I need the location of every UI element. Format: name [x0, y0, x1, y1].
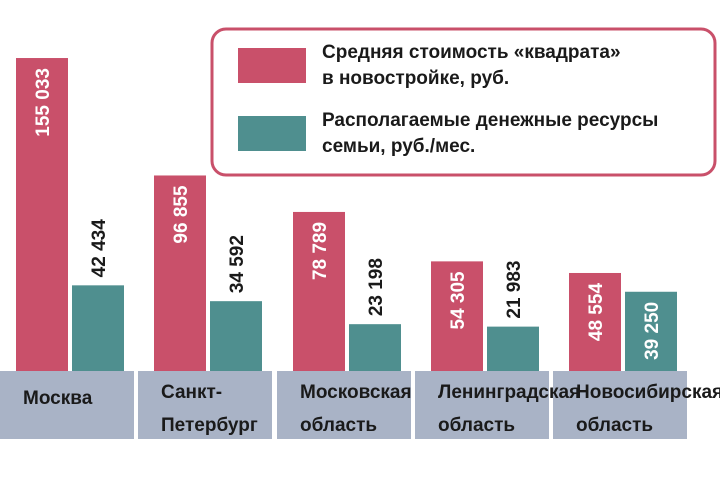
value-label-price: 96 855	[171, 185, 192, 244]
category-label-line: область	[576, 415, 653, 436]
category-label: Ленинградская область	[438, 382, 580, 436]
category-label: Москва	[23, 388, 93, 409]
value-label-price: 155 033	[33, 68, 54, 137]
legend-label-income-line2: семьи, руб./мес.	[322, 136, 475, 157]
category-band	[553, 371, 687, 439]
legend-label-price-line1: Средняя стоимость «квадрата»	[322, 42, 621, 63]
value-label-price: 48 554	[586, 283, 607, 342]
category-band	[138, 371, 272, 439]
value-label-income: 34 592	[227, 235, 248, 293]
legend-label-price-line2: в новостройке, руб.	[322, 68, 509, 89]
bars	[16, 58, 677, 371]
category-label-line: область	[438, 415, 515, 436]
category-label-line: Санкт-	[161, 382, 222, 403]
category-label-line: Новосибирская	[576, 382, 720, 403]
value-label-price: 54 305	[448, 271, 469, 330]
category-label-line: Московская	[300, 382, 412, 403]
bar-price	[154, 175, 206, 371]
value-label-price: 78 789	[310, 222, 331, 280]
bar-price	[431, 261, 483, 371]
category-label-line: Москва	[23, 388, 93, 409]
value-label-income: 23 198	[366, 258, 387, 316]
category-band	[415, 371, 549, 439]
legend-swatch-price	[238, 48, 306, 83]
bar-income	[72, 285, 124, 371]
bar-price	[16, 58, 68, 371]
legend-label-income-line1: Располагаемые денежные ресурсы	[322, 110, 658, 131]
bar-income	[487, 326, 539, 371]
legend: Средняя стоимость «квадрата» в новострой…	[210, 27, 717, 177]
value-label-income: 21 983	[504, 260, 525, 318]
category-band	[277, 371, 411, 439]
bar-income	[349, 324, 401, 371]
value-label-income: 42 434	[89, 219, 110, 278]
category-label-line: область	[300, 415, 377, 436]
category-label: Новосибирская область	[576, 382, 720, 436]
category-label: Санкт- Петербург	[161, 382, 258, 436]
bar-income	[625, 291, 677, 371]
category-band	[0, 371, 134, 439]
category-label: Московская область	[300, 382, 412, 436]
bar-income	[210, 301, 262, 371]
bar-price	[569, 272, 621, 371]
legend-swatch-income	[238, 116, 306, 151]
bar-price	[293, 211, 345, 371]
category-bands	[0, 371, 687, 439]
category-label-line: Ленинградская	[438, 382, 580, 403]
value-labels: 155 033 42 434 96 855 34 592 78 789 23 198 54 …	[33, 68, 663, 360]
value-label-income: 39 250	[642, 302, 663, 360]
legend-box	[210, 27, 717, 177]
category-label-line: Петербург	[161, 415, 258, 436]
